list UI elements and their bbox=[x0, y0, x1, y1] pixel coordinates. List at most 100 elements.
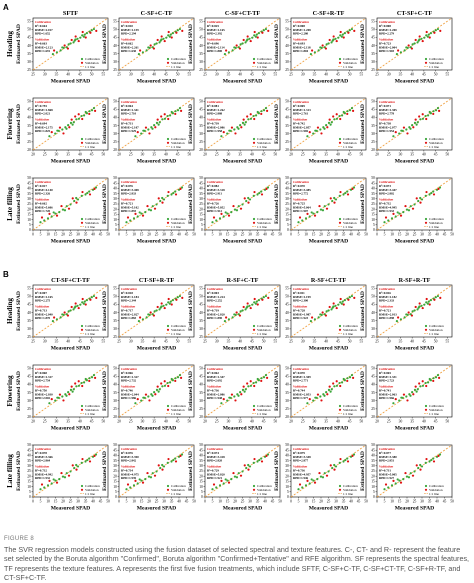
y-tick-label: 25 bbox=[371, 202, 375, 206]
calibration-point bbox=[256, 110, 259, 114]
y-tick-label: 25 bbox=[113, 68, 117, 72]
validation-point bbox=[266, 109, 269, 112]
validation-metric: RMSE=2.086 bbox=[207, 125, 225, 129]
x-tick-label: 50 bbox=[446, 420, 450, 424]
validation-point bbox=[253, 190, 256, 194]
one-to-one-line bbox=[32, 364, 109, 418]
validation-point bbox=[84, 303, 87, 306]
y-tick-label: 30 bbox=[371, 399, 375, 403]
validation-point bbox=[265, 454, 268, 458]
calibration-point bbox=[63, 476, 67, 479]
calibration-point bbox=[253, 34, 256, 37]
x-tick-label: 45 bbox=[185, 500, 189, 504]
validation-point bbox=[77, 306, 80, 310]
calibration-point bbox=[64, 126, 67, 129]
calibration-point bbox=[394, 482, 397, 485]
y-tick-label: 10 bbox=[113, 485, 117, 489]
calibration-point bbox=[147, 475, 151, 478]
calibration-metric: RMSE=1.224 bbox=[207, 295, 225, 299]
validation-metric: RPD=1.720 bbox=[35, 209, 51, 213]
y-tick-label: 25 bbox=[113, 202, 117, 206]
legend-validation: Validation bbox=[429, 488, 443, 492]
calibration-point bbox=[346, 377, 349, 380]
validation-point bbox=[324, 47, 328, 50]
validation-metric: RMSE=2.107 bbox=[121, 125, 139, 129]
calibration-point bbox=[237, 472, 240, 475]
validation-point bbox=[88, 379, 91, 383]
validation-point bbox=[318, 204, 321, 208]
calibration-point bbox=[432, 110, 435, 113]
validation-point bbox=[77, 113, 80, 116]
validation-point bbox=[160, 35, 163, 38]
calibration-point bbox=[88, 457, 91, 460]
validation-metric: RMSE=2.030 bbox=[35, 392, 53, 396]
y-tick-label: 30 bbox=[199, 327, 203, 331]
calibration-point bbox=[334, 37, 337, 40]
validation-point bbox=[161, 201, 164, 204]
calibration-point bbox=[226, 479, 229, 482]
x-tick-label: 40 bbox=[324, 73, 328, 77]
calibration-point bbox=[338, 114, 341, 118]
validation-header: Validation bbox=[293, 465, 307, 469]
calibration-point bbox=[341, 33, 344, 36]
calibration-point bbox=[161, 118, 164, 121]
legend-validation-marker bbox=[166, 488, 170, 491]
validation-point bbox=[308, 398, 311, 401]
calibration-metric: RMSE=1.159 bbox=[121, 28, 139, 32]
x-tick-label: 10 bbox=[218, 233, 222, 237]
x-tick-label: 35 bbox=[342, 500, 346, 504]
validation-point bbox=[347, 298, 350, 301]
calibration-metric: RMSE=3.447 bbox=[379, 188, 397, 192]
calibration-metric: R²=0.807 bbox=[35, 291, 47, 295]
validation-point bbox=[77, 380, 80, 383]
legend-calibration: Calibration bbox=[429, 137, 444, 141]
calibration-point bbox=[252, 461, 255, 464]
validation-point bbox=[267, 296, 270, 299]
validation-point bbox=[163, 380, 166, 383]
calibration-point bbox=[159, 466, 162, 470]
y-tick-label: 25 bbox=[27, 407, 31, 411]
calibration-header: Calibration bbox=[35, 367, 51, 371]
x-tick-label: 55 bbox=[274, 340, 278, 344]
validation-point bbox=[256, 303, 259, 306]
calibration-point bbox=[137, 52, 141, 56]
validation-point bbox=[74, 115, 77, 118]
legend-validation-marker bbox=[252, 328, 256, 331]
validation-metric: RMSE=2.027 bbox=[121, 312, 139, 316]
y-tick-label: 15 bbox=[285, 213, 289, 217]
calibration-point bbox=[420, 198, 424, 201]
legend-validation-marker bbox=[166, 141, 170, 144]
calibration-point bbox=[424, 381, 427, 385]
x-axis-label: Measured SPAD bbox=[223, 79, 262, 85]
validation-point bbox=[421, 306, 424, 310]
y-tick-label: 20 bbox=[27, 415, 31, 419]
validation-point bbox=[181, 296, 184, 299]
y-tick-label: 0 bbox=[29, 228, 31, 232]
calibration-point bbox=[233, 313, 236, 316]
legend-validation-marker bbox=[80, 221, 84, 224]
y-tick-label: 30 bbox=[285, 60, 289, 64]
legend-calibration-marker bbox=[166, 484, 170, 488]
calibration-point bbox=[134, 402, 137, 405]
y-tick-label: 55 bbox=[371, 19, 375, 23]
calibration-point bbox=[46, 484, 50, 487]
x-tick-label: 30 bbox=[301, 340, 305, 344]
calibration-point bbox=[309, 52, 313, 56]
calibration-point bbox=[314, 396, 317, 399]
y-tick-label: 20 bbox=[113, 148, 117, 152]
x-tick-label: 25 bbox=[413, 233, 417, 237]
validation-point bbox=[246, 115, 249, 118]
x-axis-label: Measured SPAD bbox=[395, 79, 434, 85]
x-tick-label: 50 bbox=[90, 340, 94, 344]
calibration-point bbox=[178, 27, 182, 31]
x-tick-label: 45 bbox=[357, 233, 361, 237]
calibration-point bbox=[69, 470, 72, 473]
calibration-point bbox=[309, 319, 313, 323]
calibration-point bbox=[178, 373, 182, 377]
legend-validation-marker bbox=[424, 61, 428, 64]
validation-point bbox=[153, 474, 157, 477]
calibration-point bbox=[83, 33, 86, 36]
validation-point bbox=[353, 296, 356, 299]
calibration-point bbox=[248, 465, 252, 468]
